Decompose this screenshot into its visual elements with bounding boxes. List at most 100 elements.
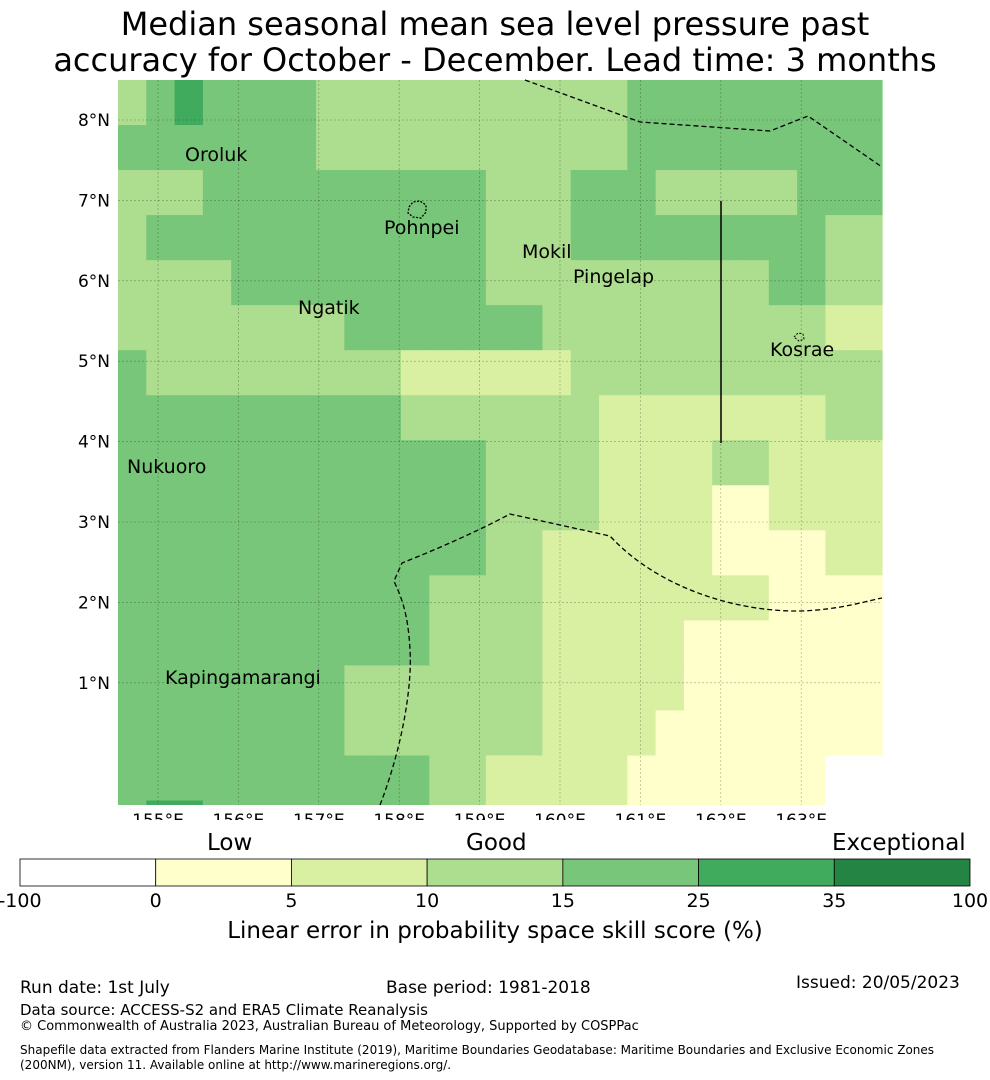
grid-cell: [485, 215, 515, 261]
grid-cell: [542, 125, 572, 171]
grid-cell: [118, 125, 147, 171]
grid-cell: [429, 665, 459, 712]
grid-cell: [655, 395, 685, 441]
grid-cell: [174, 305, 204, 351]
grid-cell: [231, 440, 261, 486]
colorbar-tick-label: 35: [822, 890, 847, 912]
grid-cell: [202, 485, 232, 531]
grid-cell: [146, 350, 176, 396]
grid-cell: [514, 305, 544, 351]
grid-cell: [542, 755, 572, 802]
grid-cell: [287, 665, 317, 712]
grid-cell: [599, 710, 628, 757]
grid-cell: [231, 125, 261, 171]
grid-cell: [344, 260, 374, 306]
grid-cell: [174, 710, 204, 757]
grid-cell: [457, 305, 487, 351]
grid-cell: [740, 395, 770, 441]
grid-cell: [825, 620, 855, 666]
grid-cell: [542, 710, 572, 757]
grid-cell: [485, 260, 515, 306]
grid-cell: [202, 215, 232, 261]
grid-cell: [146, 215, 176, 261]
grid-cell: [485, 350, 515, 396]
grid-cell: [316, 260, 345, 306]
grid-cell: [570, 215, 600, 261]
grid-cell: [400, 485, 430, 531]
grid-cell: [316, 395, 345, 441]
grid-cell: [712, 710, 742, 757]
grid-cell: [485, 170, 515, 216]
grid-cell: [344, 530, 374, 576]
grid-cell: [627, 305, 657, 351]
grid-cell: [429, 800, 459, 805]
grid-cell: [740, 260, 770, 306]
colorbar-category-low: Low: [207, 830, 253, 856]
grid-cell: [514, 530, 544, 576]
grid-cell: [146, 260, 176, 306]
grid-cell: [287, 800, 317, 805]
grid-cell: [570, 260, 600, 306]
grid-cell: [372, 710, 402, 757]
grid-cell: [797, 485, 827, 531]
grid-cell: [485, 620, 515, 666]
grid-cell: [853, 530, 883, 576]
grid-cell: [146, 800, 176, 805]
grid-cell: [570, 530, 600, 576]
colorbar-tick-label: 25: [686, 890, 711, 912]
grid-cell: [202, 710, 232, 757]
grid-cell: [825, 215, 855, 261]
grid-cell: [344, 80, 374, 126]
grid-cell: [316, 665, 345, 712]
grid-cell: [118, 620, 147, 666]
grid-cell: [287, 530, 317, 576]
grid-cell: [599, 485, 628, 531]
grid-cell: [118, 530, 147, 576]
grid-cell: [570, 125, 600, 171]
grid-cell: [457, 755, 487, 802]
grid-cell: [740, 620, 770, 666]
grid-cell: [202, 530, 232, 576]
grid-cell: [542, 575, 572, 621]
grid-cell: [514, 575, 544, 621]
grid-cell: [485, 440, 515, 486]
grid-cell: [570, 485, 600, 531]
grid-cell: [146, 755, 176, 802]
grid-cell: [457, 215, 487, 261]
grid-cell: [570, 350, 600, 396]
grid-cell: [768, 170, 798, 216]
place-oroluk: Oroluk: [185, 144, 247, 166]
grid-cell: [768, 530, 798, 576]
latitude-label: 2°N: [78, 593, 110, 613]
grid-cell: [372, 485, 402, 531]
grid-cell: [853, 755, 883, 802]
grid-cell: [429, 125, 459, 171]
grid-cell: [316, 440, 345, 486]
grid-cell: [259, 620, 289, 666]
grid-cell: [514, 440, 544, 486]
grid-cell: [740, 170, 770, 216]
grid-cell: [655, 620, 685, 666]
grid-cell: [712, 575, 742, 621]
grid-cell: [316, 170, 345, 216]
grid-cell: [514, 755, 544, 802]
grid-cell: [316, 755, 345, 802]
grid-cell: [146, 620, 176, 666]
grid-cell: [231, 710, 261, 757]
grid-cell: [655, 665, 685, 712]
grid-cell: [400, 260, 430, 306]
grid-cell: [485, 800, 515, 805]
place-nukuoro: Nukuoro: [127, 456, 206, 478]
grid-cell: [712, 305, 742, 351]
grid-cell: [344, 395, 374, 441]
colorbar-segment: [155, 858, 292, 887]
map-title: Median seasonal mean sea level pressure …: [0, 6, 990, 78]
grid-cell: [429, 440, 459, 486]
place-kosrae: Kosrae: [770, 339, 834, 361]
grid-cell: [683, 575, 713, 621]
grid-cell: [259, 575, 289, 621]
title-line-1: Median seasonal mean sea level pressure …: [120, 5, 870, 43]
grid-cell: [485, 80, 515, 126]
grid-cell: [853, 350, 883, 396]
run-date: Run date: 1st July: [20, 978, 170, 998]
